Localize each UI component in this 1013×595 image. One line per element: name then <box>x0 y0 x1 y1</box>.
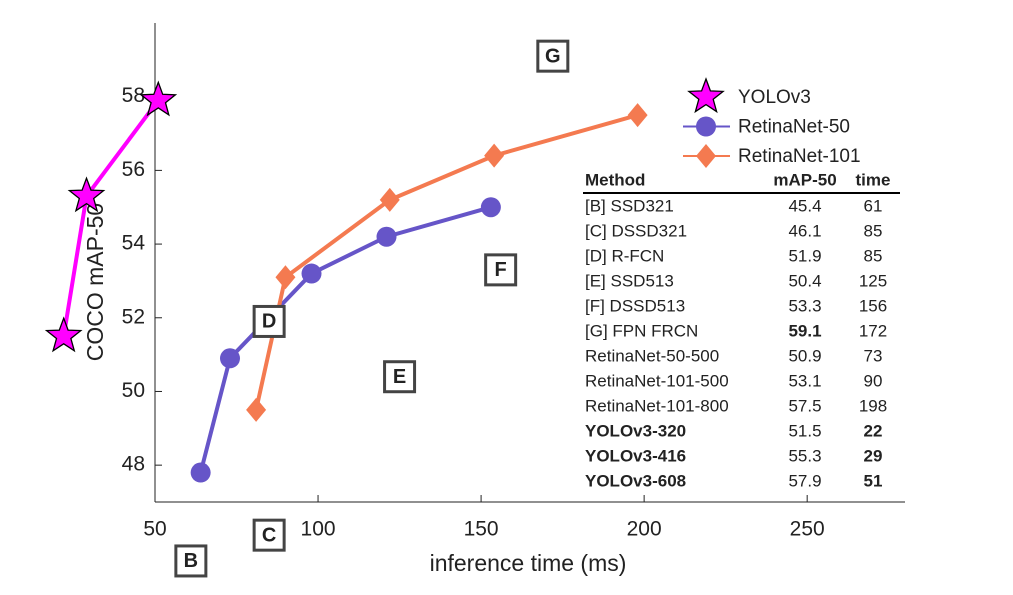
table-header: time <box>856 170 891 189</box>
table-cell: [C] DSSD321 <box>585 221 687 240</box>
table-cell: 172 <box>859 321 887 340</box>
diamond-marker <box>246 397 267 422</box>
table-cell: [G] FPN FRCN <box>585 321 698 340</box>
table-cell: 125 <box>859 271 887 290</box>
table-header: mAP-50 <box>773 170 836 189</box>
circle-marker <box>190 462 211 483</box>
table-cell: 198 <box>859 396 887 415</box>
table-cell: YOLOv3-608 <box>585 471 686 490</box>
legend-label: YOLOv3 <box>738 87 811 108</box>
table-cell: 57.9 <box>788 471 821 490</box>
table-cell: 156 <box>859 296 887 315</box>
method-box <box>252 518 286 552</box>
x-tick-label: 200 <box>627 518 662 541</box>
table-cell: YOLOv3-416 <box>585 446 686 465</box>
method-box <box>174 544 208 578</box>
table-cell: RetinaNet-101-500 <box>585 371 729 390</box>
table-cell: 53.1 <box>788 371 821 390</box>
table-cell: 22 <box>864 421 883 440</box>
table-cell: 85 <box>864 246 883 265</box>
legend-label: RetinaNet-50 <box>738 117 850 138</box>
x-tick-label: 50 <box>143 518 166 541</box>
table-cell: 50.9 <box>788 346 821 365</box>
y-tick-label: 48 <box>122 453 145 476</box>
star-marker <box>67 176 106 213</box>
table-cell: YOLOv3-320 <box>585 421 686 440</box>
method-letter: F <box>495 259 507 281</box>
table-cell: 61 <box>864 196 883 215</box>
x-tick-label: 100 <box>301 518 336 541</box>
series-line <box>198 205 492 474</box>
star-marker <box>44 316 83 353</box>
y-axis-label: COCO mAP-50 <box>82 203 108 361</box>
y-tick-label: 50 <box>122 379 145 402</box>
diamond-marker <box>275 265 296 290</box>
method-box <box>484 253 518 287</box>
y-tick-label: 54 <box>122 232 146 255</box>
y-tick-label: 56 <box>122 158 145 181</box>
circle-marker <box>301 263 322 284</box>
series-line <box>254 113 639 411</box>
star-marker <box>139 80 178 117</box>
legend-label: RetinaNet-101 <box>738 146 861 167</box>
method-letter: C <box>262 524 276 546</box>
table-header: Method <box>585 170 645 189</box>
table-cell: 53.3 <box>788 296 821 315</box>
x-tick-label: 150 <box>464 518 499 541</box>
table-cell: 55.3 <box>788 446 821 465</box>
method-letter: D <box>262 311 276 333</box>
table-cell: 90 <box>864 371 883 390</box>
diamond-marker <box>484 143 505 168</box>
method-box <box>536 39 570 73</box>
table-cell: RetinaNet-50-500 <box>585 346 719 365</box>
method-letter: B <box>184 550 198 572</box>
circle-marker <box>220 348 240 369</box>
circle-marker <box>376 226 397 247</box>
x-axis-label: inference time (ms) <box>430 550 627 576</box>
table-cell: 59.1 <box>788 321 821 340</box>
legend-marker <box>687 77 725 114</box>
table-cell: 51.5 <box>788 421 821 440</box>
circle-marker <box>480 197 501 218</box>
method-box <box>383 360 417 394</box>
table-cell: 51 <box>864 471 883 490</box>
table-cell: 85 <box>864 221 883 240</box>
series-line <box>61 99 160 337</box>
table-cell: 73 <box>864 346 883 365</box>
table-cell: [E] SSD513 <box>585 271 674 290</box>
table-cell: RetinaNet-101-800 <box>585 396 729 415</box>
legend-marker <box>696 144 716 168</box>
y-tick-label: 52 <box>122 305 145 328</box>
method-box <box>252 304 286 338</box>
table-cell: 50.4 <box>788 271 821 290</box>
table-cell: 46.1 <box>788 221 821 240</box>
y-tick-label: 58 <box>122 84 145 107</box>
table-cell: [D] R-FCN <box>585 246 664 265</box>
table-cell: [F] DSSD513 <box>585 296 685 315</box>
table-cell: 29 <box>864 446 883 465</box>
method-letter: E <box>393 366 406 388</box>
table-cell: 45.4 <box>788 196 821 215</box>
table-cell: [B] SSD321 <box>585 196 674 215</box>
legend-marker <box>696 116 716 137</box>
table-cell: 51.9 <box>788 246 821 265</box>
x-tick-label: 250 <box>790 518 825 541</box>
diamond-marker <box>379 187 400 212</box>
method-letter: G <box>545 45 561 67</box>
diamond-marker <box>627 103 648 128</box>
table-cell: 57.5 <box>788 396 821 415</box>
